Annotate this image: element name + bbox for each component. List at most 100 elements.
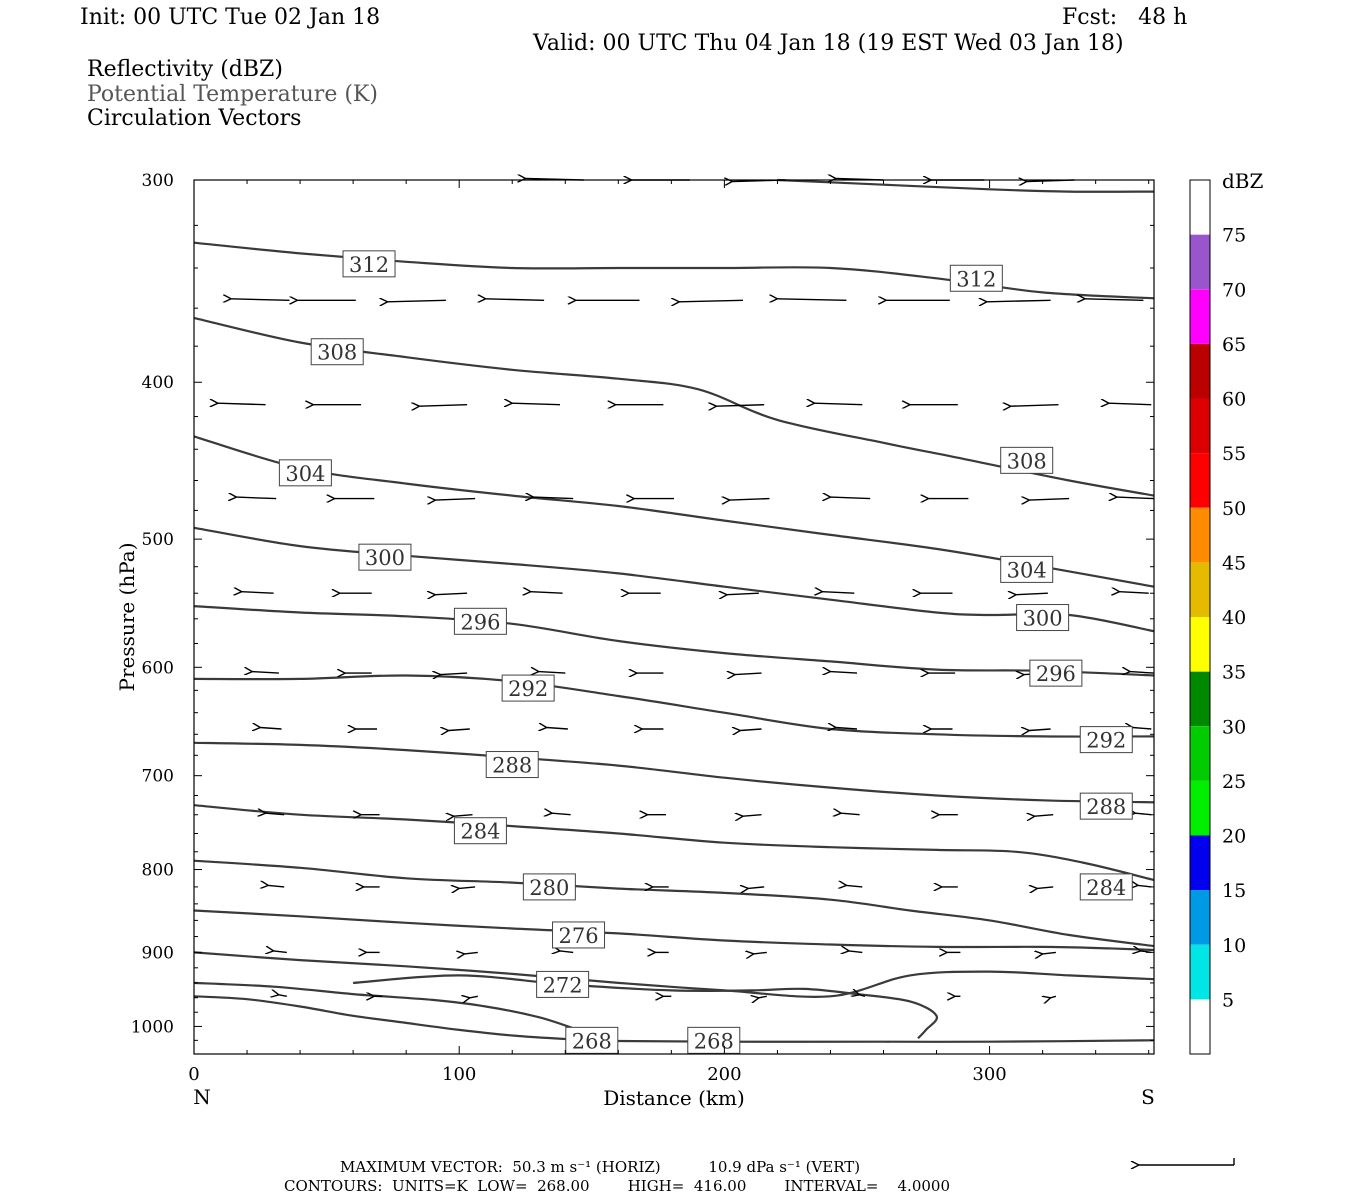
circulation-vector <box>836 728 858 730</box>
circulation-vector <box>1037 887 1054 889</box>
circulation-vector <box>419 405 468 407</box>
contour-label-text: 280 <box>529 876 569 900</box>
contour-label: 280 <box>522 873 576 901</box>
contour-label-box <box>536 970 590 998</box>
contour-label-box <box>1079 726 1133 754</box>
colorbar-tick-label: 50 <box>1222 498 1246 520</box>
contour-label-box <box>278 459 332 487</box>
max-vector-note: MAXIMUM VECTOR: 50.3 m s⁻¹ (HORIZ) 10.9 … <box>340 1158 861 1176</box>
theta-contour <box>193 951 1155 998</box>
colorbar-swatch <box>1190 944 1210 1000</box>
x-tick-label: 300 <box>972 1064 1006 1085</box>
contour-label-box <box>1079 873 1133 901</box>
colorbar-swatch <box>1190 507 1210 563</box>
circulation-vector <box>279 995 287 997</box>
contour-label: 268 <box>687 1026 741 1054</box>
colorbar-tick-label: 30 <box>1222 716 1246 738</box>
contour-label-text: 304 <box>1007 558 1047 582</box>
circulation-vector <box>831 672 858 674</box>
contour-label: 284 <box>1079 873 1133 901</box>
circulation-vector <box>716 405 765 407</box>
contour-label-text: 308 <box>317 341 357 365</box>
circulation-vector <box>531 592 563 594</box>
x-axis-label: Distance (km) <box>603 1086 745 1110</box>
y-tick-label: 800 <box>142 861 174 881</box>
circulation-vector <box>486 299 545 301</box>
forecast-hour: Fcst: 48 h <box>1062 5 1188 30</box>
contour-label-box <box>522 873 576 901</box>
contour-label-box <box>1016 604 1070 632</box>
circulation-vector <box>1130 672 1155 674</box>
circulation-vector <box>846 885 863 887</box>
contour-label-text: 312 <box>349 253 389 277</box>
colorbar-tick-label: 5 <box>1222 989 1234 1011</box>
colorbar-swatch <box>1190 999 1210 1054</box>
legend-circulation-vectors: Circulation Vectors <box>87 106 302 131</box>
circulation-vector <box>1051 996 1057 998</box>
contour-label-box <box>1000 446 1054 474</box>
circulation-vector <box>831 497 871 499</box>
theta-contour <box>193 909 1155 952</box>
colorbar-tick-label: 60 <box>1222 389 1246 411</box>
circulation-vector <box>743 815 762 817</box>
y-tick-label: 500 <box>142 530 174 550</box>
circulation-vector <box>547 728 568 730</box>
circulation-vector <box>1085 299 1144 301</box>
colorbar-tick-label: 10 <box>1222 935 1246 957</box>
theta-contour <box>193 605 1155 677</box>
contour-label-text: 292 <box>508 677 548 701</box>
circulation-vector <box>539 672 566 674</box>
contour-label-box <box>1000 555 1054 583</box>
theta-contour <box>193 981 577 1031</box>
contour-label-box <box>1079 792 1133 820</box>
north-label: N <box>193 1085 211 1109</box>
contour-label-text: 300 <box>1023 607 1063 631</box>
circulation-vector <box>727 593 759 595</box>
contour-label: 268 <box>565 1026 619 1054</box>
colorbar-swatch <box>1190 780 1210 836</box>
contour-label-box <box>687 1026 741 1054</box>
colorbar-swatch <box>1190 671 1210 727</box>
contour-label: 272 <box>536 970 590 998</box>
contour-label-box <box>342 250 396 278</box>
x-tick-label: 0 <box>188 1064 199 1085</box>
contour-label-text: 276 <box>558 924 598 948</box>
circulation-vector <box>268 885 285 887</box>
y-tick-label: 300 <box>142 171 174 191</box>
theta-contour <box>353 974 939 1040</box>
contour-label-text: 296 <box>460 610 500 634</box>
circulation-vector <box>1029 499 1070 501</box>
contour-label-text: 272 <box>543 973 583 997</box>
circulation-vector <box>242 592 274 594</box>
circulation-vector <box>470 996 478 998</box>
circulation-vector <box>560 951 574 953</box>
y-axis-label: Pressure (hPa) <box>115 543 139 692</box>
y-tick-label: 700 <box>142 767 174 787</box>
circulation-vector <box>860 995 866 997</box>
colorbar-frame <box>1189 179 1211 1055</box>
theta-contour <box>193 241 1155 300</box>
contour-label-text: 296 <box>1036 662 1076 686</box>
circulation-vector <box>1109 403 1152 405</box>
theta-contour <box>193 674 1155 738</box>
theta-contour <box>193 741 1155 804</box>
colorbar-swatch <box>1190 617 1210 672</box>
contour-label: 276 <box>552 921 606 949</box>
y-tick-label: 1000 <box>131 1017 174 1037</box>
contour-label-text: 288 <box>492 754 532 778</box>
circulation-vector <box>231 299 290 301</box>
circulation-vector <box>987 300 1051 302</box>
theta-contour <box>193 804 1155 882</box>
contour-label-text: 292 <box>1086 729 1126 753</box>
colorbar-swatch <box>1190 835 1210 891</box>
circulation-vector <box>740 729 762 731</box>
contour-label: 288 <box>485 751 539 779</box>
theta-contour <box>777 178 1155 193</box>
colorbar-tick-label: 75 <box>1222 225 1246 247</box>
colorbar-swatch <box>1190 180 1210 235</box>
circulation-vector <box>849 951 863 953</box>
circulation-vector <box>454 815 473 817</box>
circulation-vector <box>1133 728 1152 730</box>
x-tick-label: 200 <box>707 1064 741 1085</box>
